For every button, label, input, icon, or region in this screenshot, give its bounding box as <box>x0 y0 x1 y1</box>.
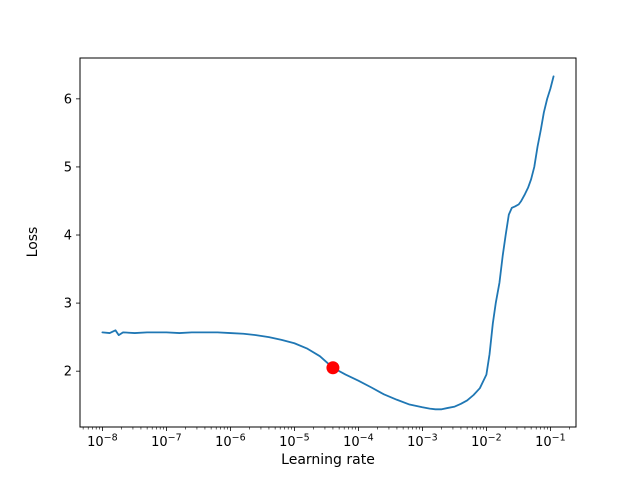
y-tick-label: 4 <box>64 229 72 244</box>
y-axis-label: Loss <box>25 226 41 258</box>
x-tick-label: 10−5 <box>279 433 310 451</box>
y-tick-label: 5 <box>64 160 72 175</box>
x-axis-label: Learning rate <box>281 452 375 468</box>
x-tick-label: 10−1 <box>535 433 566 451</box>
x-tick-label: 10−3 <box>407 433 438 451</box>
x-tick-label: 10−6 <box>215 433 246 451</box>
selected-lr-marker <box>326 361 340 375</box>
y-tick-label: 6 <box>64 92 72 107</box>
x-tick-label: 10−2 <box>471 433 502 451</box>
x-tick-label: 10−4 <box>343 433 374 451</box>
x-tick-label: 10−7 <box>151 433 182 451</box>
y-tick-label: 3 <box>64 297 72 312</box>
loss-curve <box>101 75 555 411</box>
y-tick-label: 2 <box>64 365 72 380</box>
x-tick-label: 10−8 <box>87 433 118 451</box>
